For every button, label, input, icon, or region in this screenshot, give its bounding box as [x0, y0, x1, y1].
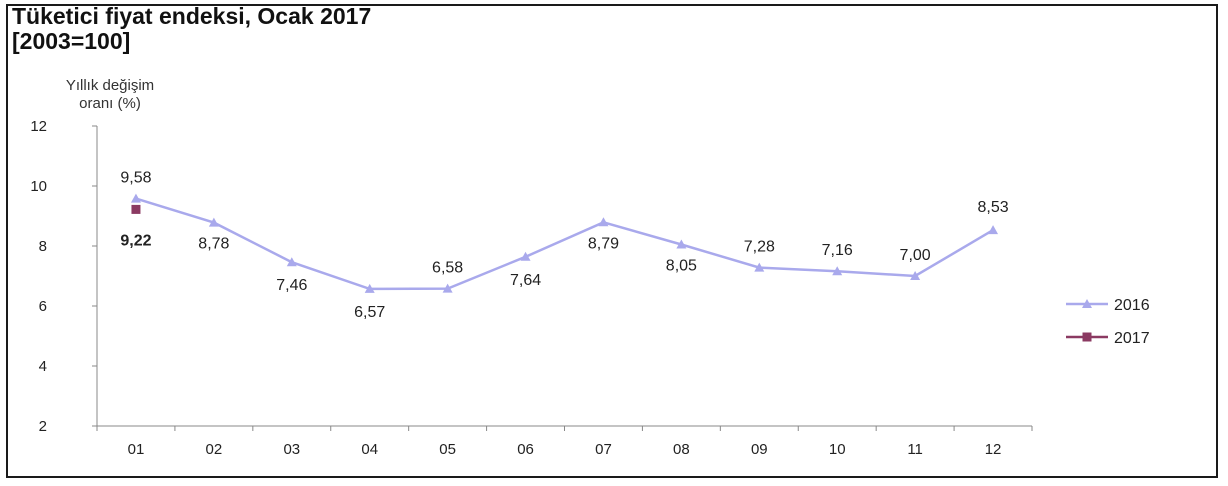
chart-frame [6, 4, 1218, 478]
y-axis-label-line-2: oranı (%) [79, 95, 141, 112]
x-tick-label: 02 [206, 441, 223, 458]
point-marker-2016 [754, 262, 765, 272]
data-label-2016: 7,16 [822, 242, 853, 259]
x-tick-label: 08 [673, 441, 690, 458]
legend-label-2016: 2016 [1114, 297, 1150, 314]
chart-subtitle: [2003=100] [12, 28, 131, 54]
x-tick-label: 03 [283, 441, 300, 458]
x-tick-label: 07 [595, 441, 612, 458]
x-tick-label: 01 [128, 441, 145, 458]
point-marker-2016 [676, 239, 687, 249]
legend: 2016 2017 [1066, 297, 1150, 347]
y-tick-label: 12 [30, 118, 47, 135]
data-label-2016: 9,58 [120, 170, 151, 187]
y-tick-label: 4 [39, 358, 47, 375]
series-lines [135, 197, 994, 291]
point-marker-2016 [910, 271, 921, 280]
data-label-2017: 9,22 [120, 232, 151, 249]
y-tick-label: 8 [39, 238, 47, 255]
point-marker-2016 [364, 283, 375, 293]
y-tick-label: 10 [30, 178, 47, 195]
point-marker-2016 [286, 257, 297, 267]
legend-marker-2017 [1082, 332, 1092, 342]
series-markers [130, 193, 999, 293]
data-label-2016: 8,78 [198, 236, 229, 253]
legend-label-2017: 2017 [1114, 330, 1150, 347]
x-tick-label: 04 [361, 441, 378, 458]
x-tick-label: 09 [751, 441, 768, 458]
x-tick-label: 10 [829, 441, 846, 458]
data-label-2016: 6,57 [354, 304, 385, 321]
data-label-2016: 7,28 [744, 239, 775, 256]
y-tick-label: 6 [39, 298, 47, 315]
data-label-2016: 8,79 [588, 235, 619, 252]
y-axis-label-line-1: Yıllık değişim [66, 77, 154, 94]
point-marker-2016 [520, 251, 531, 261]
chart-title: Tüketici fiyat endeksi, Ocak 2017 [12, 3, 372, 29]
x-tick-label: 12 [985, 441, 1002, 458]
x-tick-label: 11 [907, 441, 923, 458]
data-label-2016: 7,46 [276, 277, 307, 294]
data-label-2016: 6,58 [432, 260, 463, 277]
point-marker-2016 [598, 217, 609, 227]
data-label-2016: 7,00 [900, 247, 931, 264]
y-tick-label: 2 [39, 418, 47, 435]
data-label-2016: 8,05 [666, 258, 697, 275]
legend-marker-2016 [1082, 299, 1092, 308]
point-marker-2016 [442, 283, 453, 293]
chart-title-block: Tüketici fiyat endeksi, Ocak 2017 [2003=… [12, 4, 371, 54]
data-label-2016: 7,64 [510, 272, 541, 289]
point-marker-2016 [208, 217, 219, 227]
point-marker-2016 [832, 266, 843, 276]
x-tick-label: 06 [517, 441, 534, 458]
point-marker-2017 [131, 204, 141, 214]
axes: 2 4 6 8 10 12 01 02 03 04 05 06 07 08 09 10 11 12 [30, 118, 1033, 458]
data-labels: 9,58 8,78 7,46 6,57 6,58 7,64 8,79 8,05 7,28 7,16… [120, 170, 1008, 321]
series-line-2016 [135, 197, 994, 291]
data-label-2016: 8,53 [977, 199, 1008, 216]
x-tick-label: 05 [439, 441, 456, 458]
point-marker-2016 [130, 193, 141, 203]
point-marker-2016 [988, 225, 999, 235]
